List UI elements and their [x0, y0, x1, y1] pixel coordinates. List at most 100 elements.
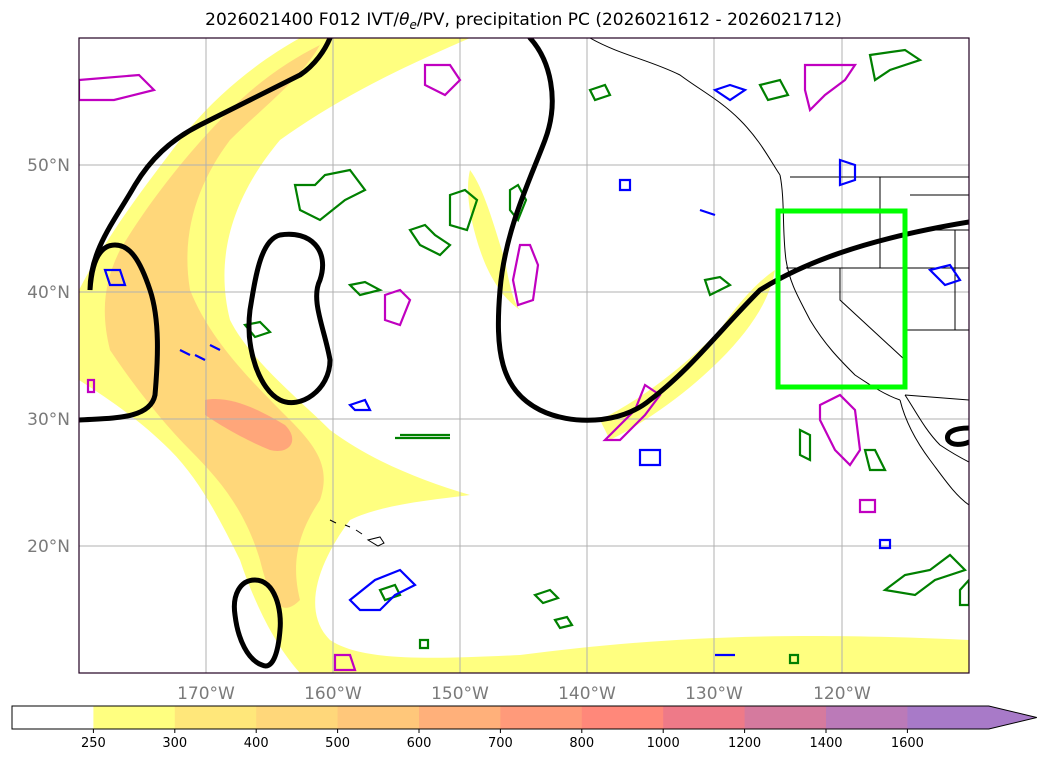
coast-pacific-nw	[779, 174, 901, 401]
precip-magenta-10	[86, 378, 96, 394]
precip-blue-2	[179, 344, 221, 361]
colorbar-swatch-300	[174, 706, 257, 729]
colorbar-swatch-500	[337, 706, 420, 729]
precip-blue-4	[638, 448, 662, 467]
precip-green-16	[532, 588, 561, 605]
coastlines	[329, 38, 969, 547]
colorbar-tick-labels: 250 300 400 500 600 700 800 1000 1200 1400 1600	[81, 729, 924, 751]
precip-magenta-6	[803, 63, 858, 113]
pv-contour-east-small	[945, 425, 969, 447]
precip-green-12	[863, 448, 887, 472]
colorbar: 250 300 400 500 600 700 800 1000 1200 1400 1600	[11, 705, 1037, 751]
coast-alaska-canada	[589, 38, 781, 176]
map-layers	[79, 38, 969, 673]
colorbar-swatch-1400	[826, 706, 908, 729]
lon-label-160W: 160°W	[304, 684, 362, 704]
ivt-plume-east	[468, 170, 520, 310]
precip-contours-green	[242, 48, 969, 665]
lat-label-30N: 30°N	[27, 410, 70, 430]
colorbar-label-1200: 1200	[728, 736, 761, 751]
precip-blue-5	[712, 83, 748, 102]
graticule	[79, 38, 969, 673]
ivt-plume-main-mid	[104, 45, 324, 608]
precip-green-2	[408, 223, 452, 257]
ivt-shading	[79, 38, 969, 673]
pv-contour-central	[495, 38, 969, 423]
colorbar-label-500: 500	[325, 736, 350, 751]
target-region-box	[775, 208, 908, 390]
precip-green-9	[868, 48, 923, 82]
lon-label-120W: 120°W	[813, 684, 871, 704]
title-theta: θ	[399, 10, 410, 30]
colorbar-swatches	[11, 705, 1037, 730]
precip-green-15	[395, 433, 450, 440]
colorbar-label-1600: 1600	[891, 736, 924, 751]
lon-tick-labels: 170°W 160°W 150°W 140°W 130°W 120°W	[177, 684, 871, 704]
colorbar-label-700: 700	[488, 736, 513, 751]
title-prefix: 2026021400 F012 IVT/	[205, 10, 400, 30]
precip-contours-blue	[103, 83, 962, 657]
precip-green-8	[758, 78, 790, 102]
precip-magenta-7	[818, 393, 862, 467]
precip-green-19	[788, 653, 800, 665]
colorbar-swatch-below	[12, 706, 94, 729]
precip-green-6	[242, 320, 273, 339]
pv-contour-main	[79, 38, 333, 423]
lat-label-40N: 40°N	[27, 283, 70, 303]
title-theta-subscript: e	[409, 18, 417, 32]
lat-label-20N: 20°N	[27, 537, 70, 557]
colorbar-label-1400: 1400	[809, 736, 842, 751]
us-mexico-border	[904, 394, 969, 401]
precip-blue-9	[699, 208, 716, 217]
lon-label-150W: 150°W	[431, 684, 489, 704]
coast-hawaii	[329, 519, 385, 547]
colorbar-swatch-1200	[744, 706, 827, 729]
precip-blue-3	[103, 268, 127, 287]
colorbar-swatch-extend	[907, 706, 1037, 729]
ivt-plume-southeast	[600, 270, 775, 440]
colorbar-swatch-250	[93, 706, 176, 729]
precip-magenta-9	[333, 653, 357, 672]
lat-label-50N: 50°N	[27, 156, 70, 176]
colorbar-swatch-1000	[663, 706, 746, 729]
colorbar-label-800: 800	[569, 736, 594, 751]
lat-tick-labels: 50°N 40°N 30°N 20°N	[27, 156, 70, 557]
precip-blue-1	[348, 568, 417, 612]
colorbar-outline	[11, 705, 1037, 730]
precip-blue-10	[347, 398, 372, 412]
precip-green-20	[418, 638, 430, 650]
title-suffix: /PV, precipitation PC (2026021612 - 2026…	[416, 10, 842, 30]
precip-green-14	[378, 583, 402, 602]
precip-blue-12	[878, 538, 892, 550]
precip-green-7	[588, 83, 612, 102]
coast-gulf-california	[904, 394, 969, 463]
precip-magenta-2	[423, 63, 462, 97]
precip-green-10	[703, 275, 733, 297]
precip-green-3	[448, 188, 479, 232]
pv-contour-south-loop	[231, 577, 283, 669]
map-title: 2026021400 F012 IVT/θe/PV, precipitation…	[0, 10, 1047, 32]
precip-magenta-1	[79, 73, 157, 102]
colorbar-swatch-600	[419, 706, 501, 729]
map-frame	[78, 37, 970, 674]
precip-green-11	[798, 428, 812, 462]
coast-baja	[899, 399, 969, 506]
colorbar-label-600: 600	[407, 736, 432, 751]
precip-blue-6	[927, 263, 962, 287]
colorbar-swatch-700	[500, 706, 583, 729]
lon-label-140W: 140°W	[558, 684, 616, 704]
colorbar-label-1000: 1000	[647, 736, 680, 751]
state-boundary-3	[839, 268, 906, 361]
colorbar-label-400: 400	[244, 736, 269, 751]
precip-green-1	[293, 168, 367, 222]
colorbar-label-300: 300	[162, 736, 187, 751]
precip-magenta-3	[383, 288, 412, 327]
precip-green-5	[347, 280, 384, 297]
precip-green-17	[553, 615, 574, 630]
precip-magenta-8	[858, 498, 877, 514]
lon-label-170W: 170°W	[177, 684, 235, 704]
ivt-core	[205, 399, 293, 451]
precip-blue-8	[618, 178, 632, 192]
precip-green-13	[882, 553, 968, 597]
